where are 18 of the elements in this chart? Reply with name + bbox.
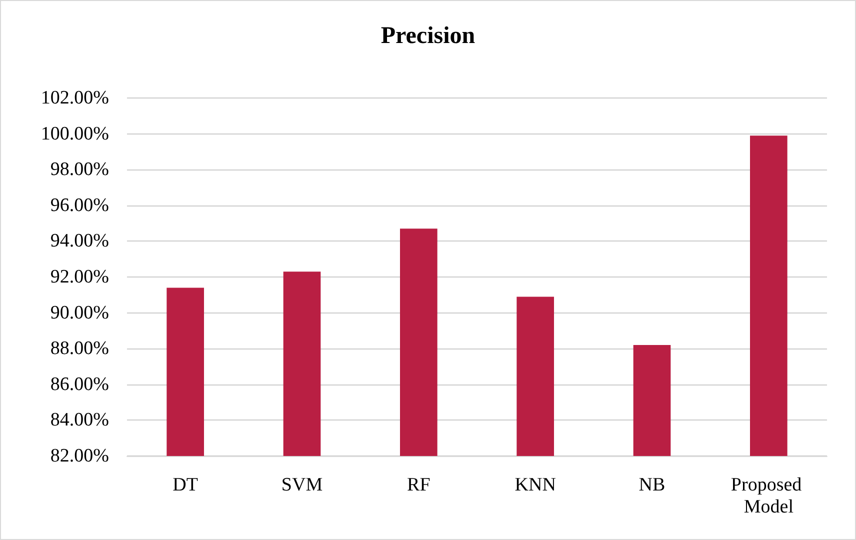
x-tick-label: DT [172, 474, 198, 496]
y-tick-label: 92.00% [50, 266, 110, 288]
x-tick-label: NB [638, 474, 666, 496]
y-tick-label: 88.00% [50, 338, 110, 360]
y-tick-label: 90.00% [50, 302, 110, 324]
y-tick-label: 102.00% [40, 88, 110, 108]
y-tick-label: 84.00% [50, 410, 110, 431]
y-tick-label: 94.00% [50, 230, 110, 252]
y-tick-label: 86.00% [50, 374, 110, 395]
y-tick-label: 98.00% [50, 159, 110, 180]
x-tick-label: Proposed Model [730, 474, 806, 518]
y-tick-label: 82.00% [50, 446, 110, 466]
y-tick-label: 100.00% [40, 123, 110, 144]
chart-title: Precision [380, 23, 476, 49]
x-tick-label: KNN [514, 474, 556, 496]
x-tick-label: RF [407, 474, 430, 496]
x-tick-label: SVM [281, 474, 323, 496]
y-tick-label: 96.00% [50, 194, 110, 216]
